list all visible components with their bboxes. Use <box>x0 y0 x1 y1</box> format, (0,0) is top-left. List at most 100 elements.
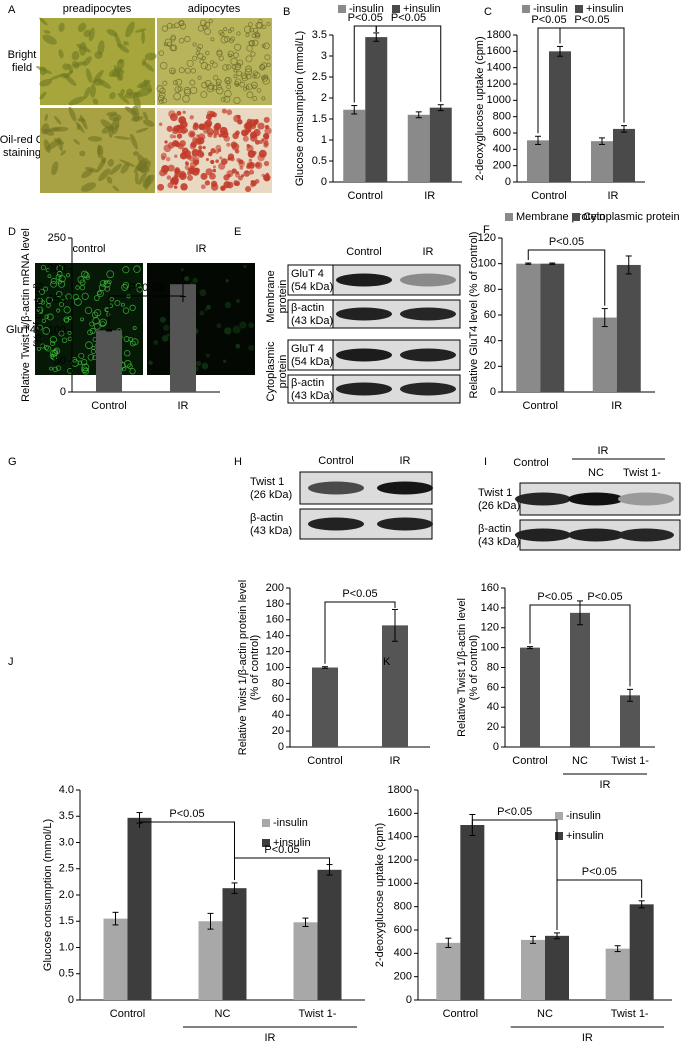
cell <box>210 60 215 65</box>
cell <box>129 133 138 150</box>
cell <box>140 160 152 174</box>
cell <box>75 285 80 290</box>
bar <box>521 939 545 1000</box>
y-axis-label: Relative Twist 1/β-actin protein level <box>237 580 249 755</box>
cell <box>242 135 249 142</box>
cell <box>205 157 209 162</box>
cell <box>170 69 175 74</box>
cell <box>254 139 260 145</box>
blot-row-label: (54 kDa) <box>291 356 333 368</box>
cell <box>188 155 195 162</box>
column-label: IR <box>196 243 207 255</box>
significance-label: P<0.05 <box>574 14 609 26</box>
cell <box>234 78 242 86</box>
significance-label: P<0.05 <box>497 806 532 818</box>
cell <box>72 293 80 301</box>
cell <box>81 292 89 300</box>
y-tick-label: 1800 <box>487 29 511 41</box>
cell <box>46 303 51 308</box>
y-tick-label: 400 <box>394 947 412 959</box>
cell <box>184 35 191 43</box>
cell <box>85 68 93 83</box>
cell <box>243 25 252 34</box>
cell <box>104 286 111 292</box>
cell <box>187 174 194 181</box>
cell <box>208 18 213 24</box>
blot-band <box>308 481 364 495</box>
cell <box>226 80 231 85</box>
y-tick-label: 600 <box>493 127 511 139</box>
cell <box>178 67 185 74</box>
column-label: Control <box>318 455 353 467</box>
cell <box>233 52 239 58</box>
cell <box>37 324 43 331</box>
cell <box>245 55 253 63</box>
y-tick-label: 20 <box>272 725 284 737</box>
cell <box>93 295 100 301</box>
cell <box>226 84 231 90</box>
bar <box>592 317 617 392</box>
y-tick-label: 0 <box>68 994 74 1006</box>
panel-letter: H <box>234 456 242 468</box>
cell <box>94 51 103 59</box>
legend-label: +insulin <box>273 837 311 849</box>
cell <box>190 68 197 74</box>
bar <box>613 128 635 182</box>
cell <box>36 306 44 314</box>
cell <box>64 317 70 323</box>
cell <box>251 39 259 47</box>
cell <box>61 337 68 344</box>
group-label: IR <box>265 1032 276 1041</box>
blot-row-label: (26 kDa) <box>478 500 520 512</box>
cell <box>226 181 234 189</box>
cell <box>85 167 99 173</box>
cell <box>181 129 186 135</box>
significance-label: P<0.05 <box>342 588 377 600</box>
y-tick-label: 4.0 <box>59 784 74 796</box>
cell <box>262 138 269 145</box>
blot-group-label: protein <box>277 355 289 389</box>
y-axis-label: (% of control) <box>249 635 261 700</box>
cell <box>247 129 251 133</box>
y-tick-label: 40 <box>272 709 284 721</box>
cell <box>204 308 208 312</box>
cell <box>184 67 191 74</box>
cell <box>233 43 242 51</box>
y-tick-label: 250 <box>48 232 66 244</box>
cell <box>55 274 62 281</box>
cell <box>196 136 205 145</box>
cell <box>193 122 199 128</box>
cell <box>157 183 165 191</box>
cell <box>204 123 211 131</box>
legend-swatch <box>392 5 400 13</box>
cell <box>215 81 221 87</box>
cell <box>209 172 216 180</box>
cell <box>255 162 261 168</box>
cell <box>124 106 138 116</box>
y-tick-label: 140 <box>266 630 284 642</box>
y-tick-label: 100 <box>478 258 496 270</box>
cell <box>129 340 136 347</box>
cell <box>158 50 165 56</box>
cell <box>39 91 47 100</box>
cell <box>195 360 202 367</box>
bar <box>407 114 430 182</box>
cell <box>134 28 147 33</box>
cell <box>180 183 188 191</box>
bar <box>616 264 641 392</box>
cell <box>122 282 130 289</box>
cell <box>159 316 167 323</box>
x-tick-label: IR <box>178 400 189 412</box>
cell <box>123 336 130 342</box>
y-tick-label: 3.5 <box>59 810 74 822</box>
bar <box>103 918 128 1000</box>
x-tick-label: Twist 1- <box>299 1008 337 1020</box>
y-axis-label: 2-deoxyglucose uptake (cpm) <box>474 36 486 180</box>
cell <box>247 162 255 170</box>
cell <box>249 40 255 46</box>
panel-letter: J <box>8 656 14 668</box>
cell <box>77 276 85 284</box>
cell <box>163 324 170 331</box>
cell <box>176 110 182 116</box>
